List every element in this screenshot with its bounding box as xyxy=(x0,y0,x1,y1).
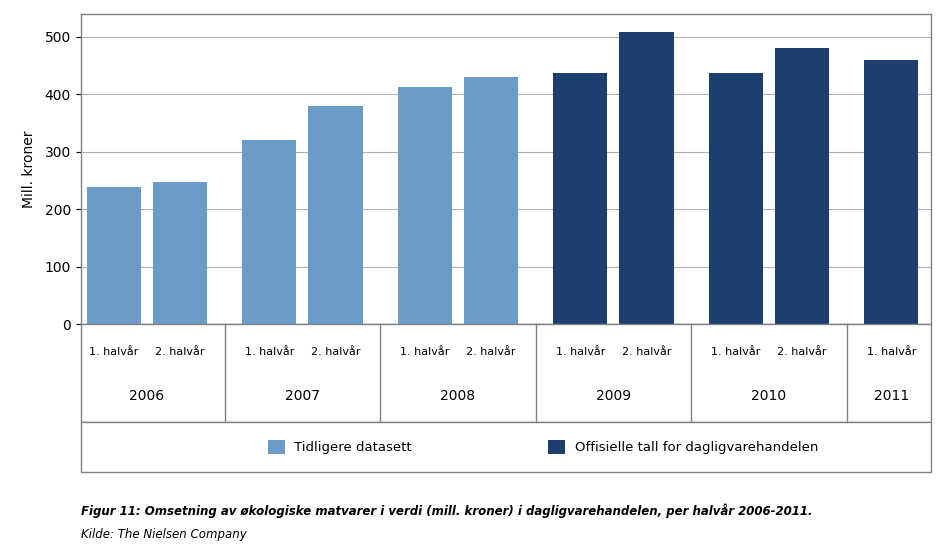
Bar xyxy=(619,32,674,324)
Bar xyxy=(86,187,141,324)
Text: 2. halvår: 2. halvår xyxy=(311,347,360,357)
Text: 2. halvår: 2. halvår xyxy=(621,347,672,357)
Bar xyxy=(153,182,207,324)
Bar xyxy=(775,49,829,324)
Text: Figur 11: Omsetning av økologiske matvarer i verdi (mill. kroner) i dagligvareha: Figur 11: Omsetning av økologiske matvar… xyxy=(81,503,812,518)
Text: 2008: 2008 xyxy=(441,389,475,402)
Text: 2009: 2009 xyxy=(596,389,631,402)
Y-axis label: Mill. kroner: Mill. kroner xyxy=(22,130,36,208)
Bar xyxy=(309,106,363,324)
Bar xyxy=(398,87,452,324)
Bar xyxy=(553,73,607,324)
Text: 1. halvår: 1. halvår xyxy=(245,347,294,357)
Bar xyxy=(709,73,763,324)
Text: 2006: 2006 xyxy=(129,389,164,402)
Text: Kilde: The Nielsen Company: Kilde: The Nielsen Company xyxy=(81,528,246,541)
Text: 1. halvår: 1. halvår xyxy=(400,347,449,357)
Text: Tidligere datasett: Tidligere datasett xyxy=(294,440,412,454)
Text: 2. halvår: 2. halvår xyxy=(466,347,516,357)
Text: 1. halvår: 1. halvår xyxy=(866,347,916,357)
Text: 2010: 2010 xyxy=(751,389,787,402)
Text: Offisielle tall for dagligvarehandelen: Offisielle tall for dagligvarehandelen xyxy=(575,440,818,454)
Text: 2. halvår: 2. halvår xyxy=(777,347,826,357)
Bar xyxy=(242,140,296,324)
Text: 2011: 2011 xyxy=(874,389,909,402)
Text: 1. halvår: 1. halvår xyxy=(556,347,605,357)
Text: 2007: 2007 xyxy=(285,389,320,402)
Text: 2. halvår: 2. halvår xyxy=(155,347,205,357)
Bar xyxy=(864,60,919,324)
Text: 1. halvår: 1. halvår xyxy=(89,347,139,357)
Text: 1. halvår: 1. halvår xyxy=(712,347,761,357)
Bar xyxy=(464,77,518,324)
